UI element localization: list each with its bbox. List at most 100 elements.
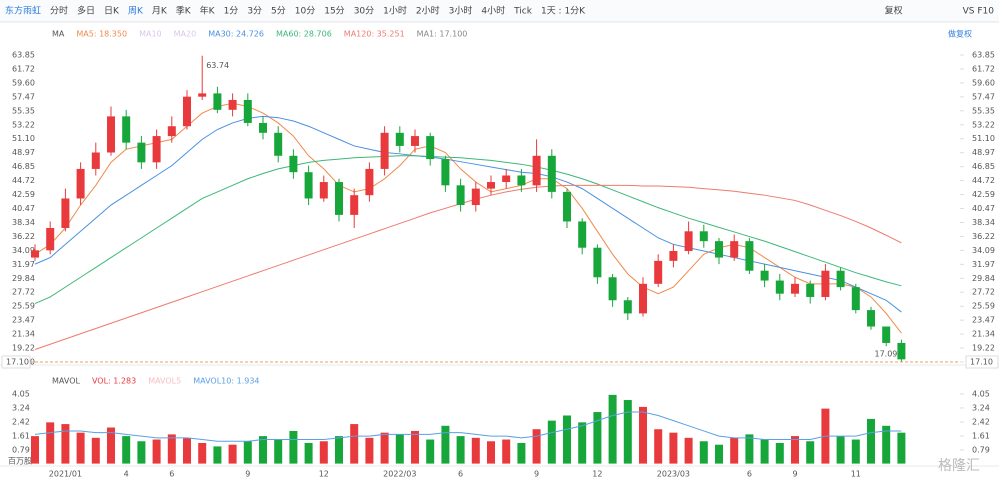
toolbar-item[interactable]: 2小时 bbox=[416, 5, 440, 17]
volume-bar bbox=[380, 432, 389, 464]
candle-body bbox=[91, 152, 100, 169]
toolbar-item[interactable]: Tick bbox=[513, 7, 533, 17]
toolbar-item[interactable]: 东方雨虹 bbox=[5, 5, 41, 17]
candle-body bbox=[836, 270, 845, 288]
volume-bar bbox=[699, 441, 708, 464]
toolbar-right-item[interactable]: 复权 bbox=[885, 5, 903, 17]
toolbar-item[interactable]: 日K bbox=[104, 6, 120, 17]
y-tick-label-right: 19.22 bbox=[972, 344, 995, 353]
y-tick-label-right: 53.22 bbox=[972, 120, 995, 129]
y-tick-label-right: 29.84 bbox=[972, 274, 995, 283]
candle-body bbox=[319, 182, 328, 199]
volume-bar bbox=[335, 436, 343, 464]
y-tick-label-right: 31.97 bbox=[972, 260, 995, 269]
candle-body bbox=[183, 96, 191, 127]
legend-item: MA120: 35.251 bbox=[344, 30, 405, 39]
candle-body bbox=[304, 172, 313, 199]
candle-body bbox=[107, 116, 115, 153]
unit-label: 百万股 bbox=[8, 457, 32, 466]
legend-item: MA20 bbox=[174, 30, 197, 39]
candle-body bbox=[152, 136, 161, 163]
candle-body bbox=[198, 93, 207, 97]
volume-bar bbox=[623, 400, 632, 464]
y-tick-label-right: 40.47 bbox=[972, 204, 995, 213]
toolbar-item[interactable]: 多日 bbox=[77, 5, 95, 17]
y-tick-label: 36.22 bbox=[12, 232, 35, 241]
volume-bar bbox=[456, 436, 465, 464]
candle-body bbox=[760, 270, 769, 281]
volume-bar bbox=[350, 424, 359, 464]
volume-bar bbox=[274, 439, 283, 464]
y-tick-label: 46.85 bbox=[12, 162, 35, 171]
x-tick-label: 2023/03 bbox=[657, 470, 690, 479]
y-tick-label: 4.05 bbox=[12, 390, 30, 399]
toolbar-item[interactable]: 10分 bbox=[295, 6, 315, 17]
candle-body bbox=[532, 155, 541, 186]
candle-body bbox=[456, 185, 465, 206]
candle-body bbox=[775, 280, 784, 294]
volume-bar bbox=[639, 406, 647, 464]
y-tick-label: 61.72 bbox=[12, 64, 35, 73]
legend-item: MA1: 17.100 bbox=[417, 30, 468, 39]
candle-body bbox=[487, 182, 495, 189]
x-tick-label: 9 bbox=[792, 470, 797, 479]
candle-body bbox=[730, 241, 739, 258]
volume-bar bbox=[502, 439, 511, 464]
toolbar-item[interactable]: 周K bbox=[128, 6, 144, 17]
volume-bar bbox=[578, 422, 587, 464]
volume-bar bbox=[365, 437, 374, 464]
volume-bar bbox=[775, 442, 784, 464]
candle-body bbox=[426, 136, 435, 160]
volume-bar bbox=[791, 436, 799, 464]
ma-line bbox=[34, 115, 902, 313]
mavol-line bbox=[34, 411, 902, 442]
toolbar-item[interactable]: 年K bbox=[200, 5, 216, 17]
legend-item: MAVOL5 bbox=[148, 377, 181, 386]
toolbar-item[interactable]: 4小时 bbox=[481, 5, 505, 17]
ma-line bbox=[34, 102, 902, 334]
volume-bar bbox=[213, 446, 222, 464]
toolbar-item[interactable]: 1天 : 1分K bbox=[541, 6, 586, 17]
toolbar-right-item[interactable]: VS F10 bbox=[963, 7, 995, 17]
volume-bar bbox=[684, 437, 693, 464]
x-tick-label: 11 bbox=[851, 470, 861, 479]
volume-bar bbox=[426, 439, 435, 464]
legend-item: MA10 bbox=[139, 30, 162, 39]
candle-body bbox=[122, 116, 131, 143]
y-tick-label-right: 55.35 bbox=[972, 106, 995, 115]
toolbar-item[interactable]: 30分 bbox=[354, 6, 374, 17]
toolbar-item[interactable]: 3小时 bbox=[449, 5, 473, 17]
candle-body bbox=[593, 247, 602, 278]
toolbar-item[interactable]: 月K bbox=[152, 6, 168, 17]
volume-bar bbox=[760, 439, 769, 464]
candle-body bbox=[882, 326, 891, 343]
volume-bar bbox=[471, 437, 480, 464]
y-tick-label-right: 57.47 bbox=[972, 92, 995, 101]
volume-bar bbox=[836, 436, 845, 464]
y-tick-label: 19.22 bbox=[12, 344, 35, 353]
toolbar-item[interactable]: 5分 bbox=[271, 6, 286, 17]
candle-body bbox=[669, 251, 678, 261]
volume-bar bbox=[730, 437, 739, 464]
y-tick-label-right: 2.42 bbox=[972, 418, 990, 427]
volume-bar bbox=[867, 418, 875, 464]
toolbar-item[interactable]: 1小时 bbox=[383, 5, 407, 17]
y-tick-label-right: 27.72 bbox=[972, 288, 995, 297]
toolbar-item[interactable]: 15分 bbox=[324, 6, 344, 17]
candle-body bbox=[639, 283, 647, 314]
toolbar-item[interactable]: 3分 bbox=[247, 6, 262, 17]
candle-body bbox=[441, 159, 450, 186]
candle-body bbox=[699, 231, 708, 242]
volume-bar bbox=[517, 442, 526, 464]
volume-bar bbox=[31, 436, 39, 464]
toolbar-item[interactable]: 1分 bbox=[224, 6, 239, 17]
watermark: 格隆汇 bbox=[938, 458, 980, 474]
candle-body bbox=[259, 122, 267, 133]
corner-label[interactable]: 做复权 bbox=[948, 29, 972, 39]
y-tick-label-right: 25.59 bbox=[972, 302, 995, 311]
volume-bar bbox=[46, 422, 55, 464]
toolbar-item[interactable]: 分时 bbox=[50, 5, 68, 17]
legend-item: MA bbox=[52, 30, 65, 39]
toolbar-item[interactable]: 季K bbox=[176, 5, 192, 17]
candle-body bbox=[867, 310, 875, 327]
